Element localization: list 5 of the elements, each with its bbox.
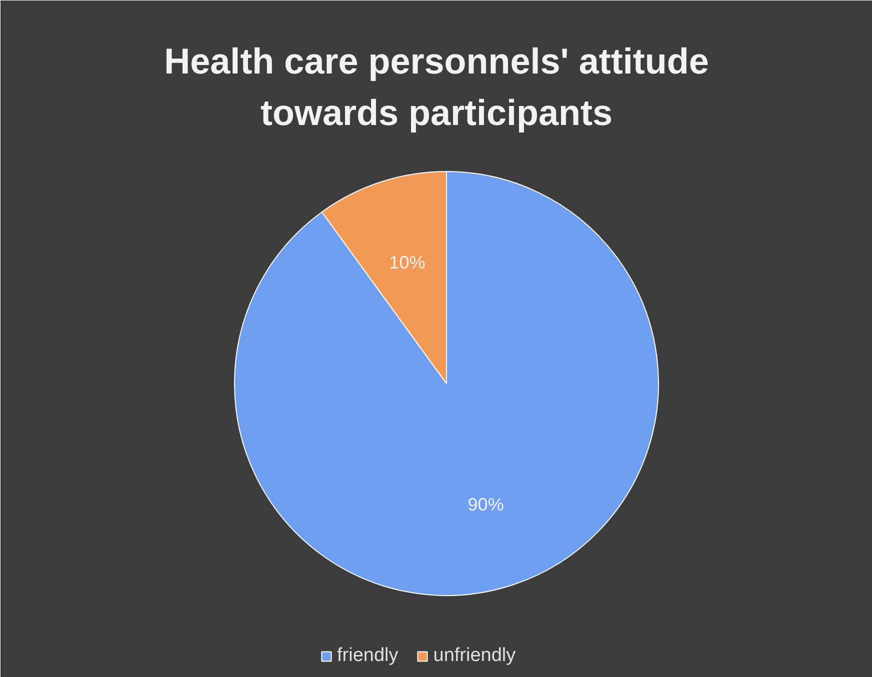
chart-title: Health care personnels' attitude towards participants xyxy=(164,40,709,133)
data-label: 10% xyxy=(389,252,426,273)
legend-label: friendly xyxy=(337,645,398,667)
data-label: 90% xyxy=(468,494,504,514)
legend-label: unfriendly xyxy=(433,645,516,667)
